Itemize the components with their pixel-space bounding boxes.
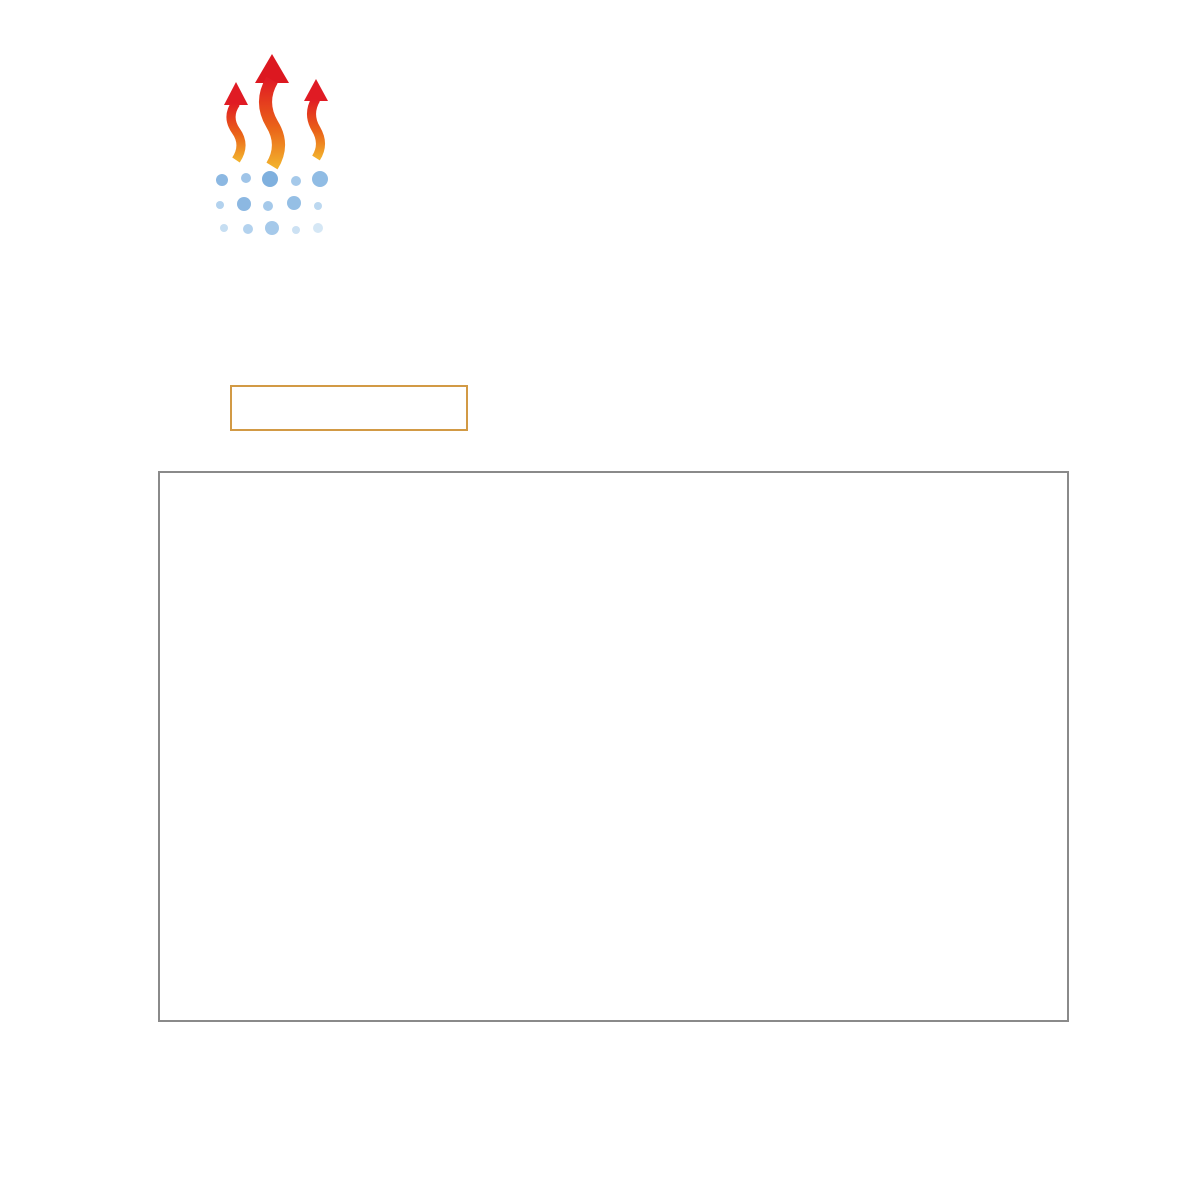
arrow-stem: [259, 76, 285, 170]
heat-moisture-icon: [216, 54, 328, 235]
temperature-chart: [158, 471, 1069, 1022]
test-badge: [230, 385, 468, 431]
arrow-stem: [307, 96, 325, 161]
arrow-head: [255, 54, 289, 83]
arrow-head: [224, 82, 248, 105]
moisture-drops-icon: [216, 171, 328, 235]
arrow-stem: [226, 100, 246, 163]
temperature-chart-svg: [160, 473, 1067, 1020]
heat-arrows-icon: [224, 54, 328, 170]
arrow-head: [304, 79, 328, 101]
